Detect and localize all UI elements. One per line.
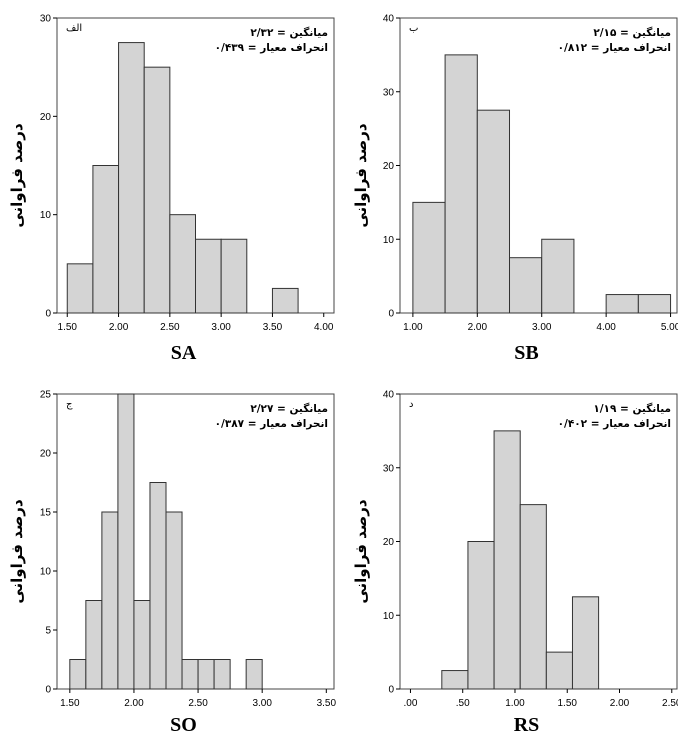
y-tick-label: 20	[383, 537, 395, 548]
x-tick-label: 2.00	[109, 322, 129, 333]
histogram-bar	[143, 66, 171, 314]
histogram-bar	[541, 238, 575, 314]
x-axis-label: SO	[170, 714, 197, 735]
y-tick-label: 40	[383, 14, 395, 25]
y-axis-label: درصد فراوانی	[352, 499, 370, 604]
y-tick-label: 25	[40, 390, 52, 401]
x-axis-label: SB	[514, 342, 538, 364]
y-tick-label: 10	[40, 210, 52, 221]
panel-corner-label: د	[409, 399, 413, 410]
histogram-bar	[605, 294, 639, 314]
mean-annotation: میانگین = ۲/۲۷	[250, 402, 328, 415]
histogram-bar	[149, 482, 167, 690]
histogram-bar	[85, 600, 103, 690]
histogram-bar	[637, 294, 672, 314]
y-tick-label: 20	[40, 449, 52, 460]
x-tick-label: 1.00	[403, 322, 423, 333]
histogram-panel-so: 0 5 10 15 20 25 1.50 2.00 2.50 3.00 3.50 SO درصد فرا…	[8, 390, 336, 735]
std-dev-annotation: انحراف معیار = ۰/۴۳۹	[215, 42, 328, 54]
y-tick-label: 10	[40, 567, 52, 578]
std-dev-annotation: انحراف معیار = ۰/۴۰۲	[558, 418, 671, 430]
histogram-panel-sa: 0 10 20 30 1.50 2.00 2.50 3.00 3.50 4.00 SA درصد فر…	[8, 14, 335, 364]
std-dev-annotation: انحراف معیار = ۰/۳۸۷	[215, 418, 328, 430]
histogram-bar	[493, 430, 521, 690]
y-tick-label: 30	[383, 87, 395, 98]
x-tick-label: 3.50	[317, 698, 337, 709]
y-tick-label: 20	[383, 161, 395, 172]
y-tick-label: 30	[383, 463, 395, 474]
histogram-bar	[571, 596, 600, 690]
histogram-bar	[66, 263, 94, 314]
y-tick-label: 5	[45, 626, 51, 637]
y-tick-label: 10	[383, 611, 395, 622]
y-axis-label: درصد فراوانی	[352, 123, 370, 228]
histogram-bar	[412, 201, 446, 314]
x-tick-label: 2.00	[124, 698, 144, 709]
x-tick-label: .50	[456, 698, 470, 709]
histogram-bar	[220, 238, 248, 314]
histogram-bar	[476, 109, 511, 314]
y-tick-label: 40	[383, 390, 395, 401]
histogram-bar	[509, 257, 543, 314]
x-tick-label: 5.00	[661, 322, 678, 333]
panel-corner-label: الف	[66, 23, 82, 34]
histogram-bar	[118, 42, 145, 314]
x-tick-label: 2.50	[662, 698, 678, 709]
histogram-bar	[213, 659, 231, 690]
histogram-bar	[444, 54, 478, 314]
histogram-bar	[92, 165, 120, 314]
y-tick-label: 20	[40, 112, 52, 123]
mean-annotation: میانگین = ۲/۱۵	[593, 26, 671, 39]
y-axis-label: درصد فراوانی	[8, 499, 26, 604]
panel-corner-label: ب	[409, 23, 418, 34]
x-tick-label: 2.00	[610, 698, 630, 709]
x-tick-label: 1.00	[505, 698, 525, 709]
y-tick-label: 30	[40, 14, 52, 25]
y-tick-label: 15	[40, 508, 52, 519]
y-tick-label: 0	[45, 685, 51, 696]
histogram-bar	[117, 393, 135, 690]
histogram-bar	[271, 287, 299, 314]
histogram-bar	[245, 659, 263, 690]
histogram-bar	[181, 659, 199, 690]
x-tick-label: 3.00	[532, 322, 552, 333]
x-axis-label: RS	[514, 714, 540, 735]
histogram-bar	[169, 214, 196, 314]
x-tick-label: 2.50	[160, 322, 180, 333]
y-tick-label: 10	[383, 235, 395, 246]
histogram-bar	[545, 651, 573, 690]
histogram-bar	[195, 238, 222, 314]
histogram-bar	[101, 511, 119, 690]
histogram-bar	[519, 504, 547, 690]
std-dev-annotation: انحراف معیار = ۰/۸۱۲	[558, 42, 671, 54]
histogram-bar	[467, 541, 495, 690]
x-axis-label: SA	[171, 342, 197, 364]
histogram-bar	[133, 600, 151, 690]
histogram-bar	[197, 659, 215, 690]
x-tick-label: 3.00	[211, 322, 231, 333]
histogram-panel-sb: 0 10 20 30 40 1.00 2.00 3.00 4.00 5.00 SB درصد فراو…	[352, 14, 678, 365]
y-tick-label: 0	[388, 685, 394, 696]
histogram-bar	[441, 670, 469, 690]
x-tick-label: .00	[403, 698, 417, 709]
histogram-bar	[165, 511, 183, 690]
x-tick-label: 4.00	[314, 322, 334, 333]
histogram-bar	[69, 659, 87, 690]
x-tick-label: 4.00	[596, 322, 616, 333]
x-tick-label: 1.50	[58, 322, 78, 333]
histogram-panel-rs: 0 10 20 30 40 .00 .50 1.00 1.50 2.00 2.50 RS درصد فر…	[352, 390, 678, 735]
x-tick-label: 1.50	[60, 698, 80, 709]
y-axis-label: درصد فراوانی	[8, 123, 26, 228]
x-tick-label: 3.50	[263, 322, 283, 333]
mean-annotation: میانگین = ۲/۳۲	[250, 26, 328, 39]
y-tick-label: 0	[45, 309, 51, 320]
panel-corner-label: ج	[66, 399, 73, 410]
x-tick-label: 1.50	[558, 698, 578, 709]
x-tick-label: 3.00	[252, 698, 272, 709]
x-tick-label: 2.50	[188, 698, 208, 709]
y-tick-label: 0	[388, 309, 394, 320]
x-tick-label: 2.00	[468, 322, 488, 333]
mean-annotation: میانگین = ۱/۱۹	[593, 402, 671, 415]
